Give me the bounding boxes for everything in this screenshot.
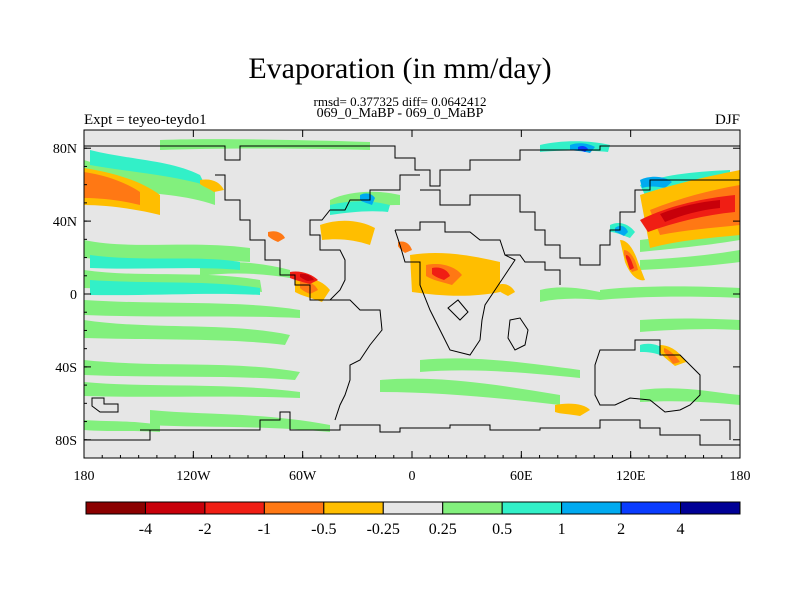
colorbar-label: -1 (258, 521, 271, 538)
colorbar-swatch (680, 501, 741, 515)
contour-positive-low (84, 139, 740, 432)
plot-title: Evaporation (in mm/day) (248, 52, 552, 85)
cases-line: 069_0_MaBP - 069_0_MaBP (316, 106, 484, 121)
colorbar-swatch (204, 501, 265, 515)
colorbar-swatch (382, 501, 444, 515)
color-bar: -4 -2 -1 -0.5 -0.25 0.25 0.5 1 2 4 (85, 501, 741, 538)
x-tick-label: 120W (176, 469, 211, 484)
y-tick-label: 80N (53, 142, 77, 157)
stats-line: rmsd= 0.377325 diff= 0.0642412 (313, 94, 487, 109)
x-tick-label: 60E (510, 469, 533, 484)
x-tick-label: 60W (289, 469, 317, 484)
x-tick-label: 120E (616, 469, 646, 484)
x-tick-label: 0 (409, 469, 416, 484)
y-tick-label: 0 (70, 288, 77, 303)
x-tick-label: 180 (730, 469, 751, 484)
colorbar-swatch (323, 501, 384, 515)
experiment-label: Expt = teyeo-teydo1 (84, 112, 207, 128)
colorbar-swatch (263, 501, 325, 515)
colorbar-label: -0.5 (311, 521, 336, 538)
axis-ticks: 180 120W 60W 0 60E 120E 180 80N 40N 0 40S 80S (53, 129, 751, 484)
colorbar-label: 1 (558, 521, 566, 538)
colorbar-label: 0.5 (492, 521, 512, 538)
coastlines (84, 145, 740, 446)
contour-positive-mid (90, 141, 730, 355)
colorbar-swatch (561, 501, 622, 515)
y-tick-label: 80S (55, 434, 77, 449)
colorbar-swatch (85, 501, 146, 515)
colorbar-label: -0.25 (367, 521, 400, 538)
colorbar-label: 0.25 (429, 521, 457, 538)
colorbar-swatch (442, 501, 503, 515)
season-label: DJF (714, 112, 740, 128)
x-tick-label: 180 (74, 469, 95, 484)
colorbar-swatch (144, 501, 206, 515)
y-tick-label: 40S (55, 361, 77, 376)
colorbar-label: -2 (198, 521, 211, 538)
colorbar-label: 2 (617, 521, 625, 538)
colorbar-swatch (501, 501, 563, 515)
y-tick-label: 40N (53, 215, 77, 230)
colorbar-label: 4 (677, 521, 685, 538)
map-field (84, 130, 740, 458)
contour-negative-max (300, 200, 720, 281)
colorbar-swatch (620, 501, 682, 515)
colorbar-label: -4 (139, 521, 152, 538)
